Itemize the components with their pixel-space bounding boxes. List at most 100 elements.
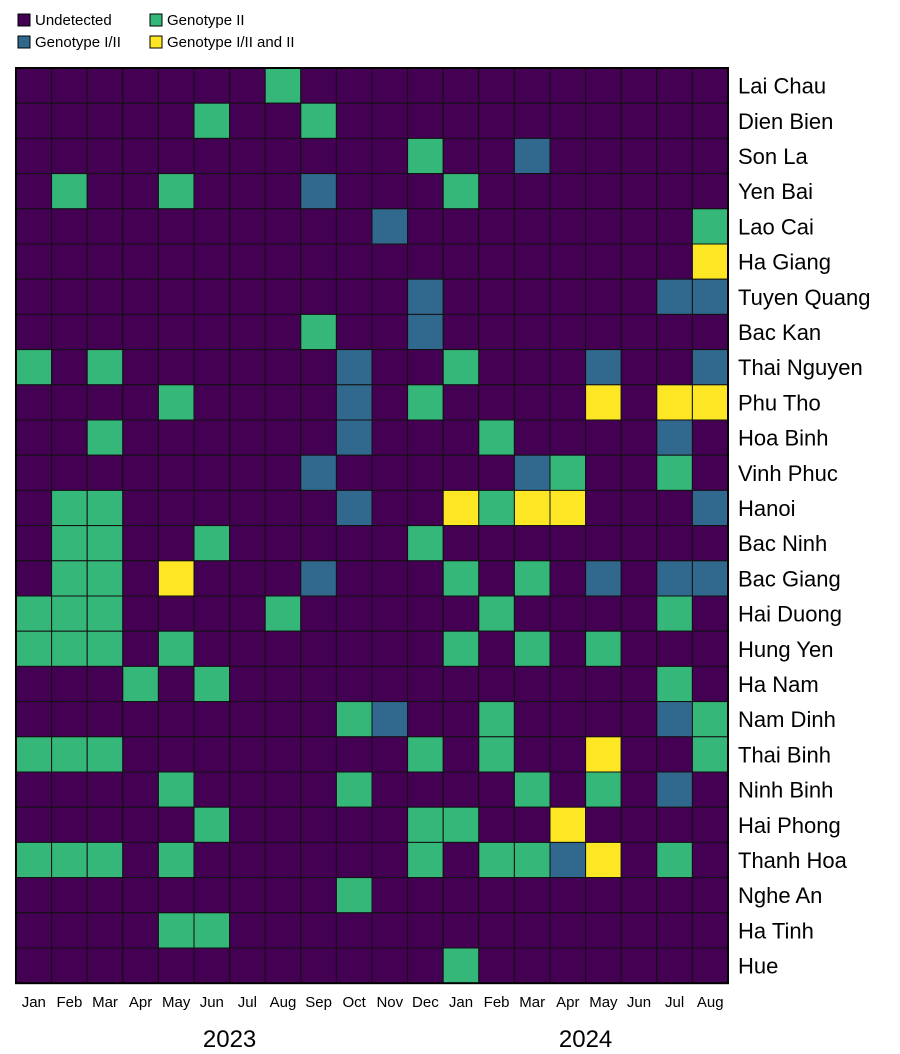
heatmap-cell <box>478 665 515 703</box>
heatmap-cell <box>620 630 658 667</box>
heatmap-cell <box>656 243 693 280</box>
heatmap-cell <box>86 489 124 527</box>
heatmap-cell <box>585 665 622 703</box>
heatmap-cell <box>51 349 88 386</box>
heatmap-cell <box>300 736 337 773</box>
heatmap-cell <box>656 701 693 738</box>
heatmap-cell <box>51 912 88 949</box>
heatmap-cell <box>86 243 124 280</box>
heatmap-cell <box>407 525 444 562</box>
heatmap-cell <box>442 736 480 773</box>
heatmap-cell <box>442 560 480 597</box>
legend-label: Genotype I/II and II <box>167 34 295 51</box>
heatmap-cell <box>478 771 515 808</box>
heatmap-cell <box>157 665 195 703</box>
heatmap-cell <box>86 947 124 984</box>
heatmap-cell <box>122 771 159 808</box>
heatmap-cell <box>157 947 195 984</box>
month-label: Apr <box>556 994 579 1011</box>
heatmap-cell <box>371 630 409 667</box>
heatmap-cell <box>193 208 231 245</box>
province-label: Son La <box>738 144 808 169</box>
heatmap-cell <box>229 595 266 632</box>
heatmap-cell <box>15 419 53 456</box>
heatmap-cell <box>656 560 693 597</box>
heatmap-cell <box>15 701 53 738</box>
heatmap-cell <box>15 806 53 843</box>
heatmap-cell <box>656 313 693 351</box>
heatmap-cell <box>86 313 124 351</box>
heatmap-cell <box>585 525 622 562</box>
heatmap-cell <box>585 243 622 280</box>
province-label: Tuyen Quang <box>738 285 871 310</box>
heatmap-cell <box>229 313 266 351</box>
heatmap-cell <box>300 278 337 315</box>
heatmap-cell <box>86 841 124 879</box>
heatmap-cell <box>264 912 302 949</box>
heatmap-cell <box>193 489 231 527</box>
heatmap-cell <box>86 173 124 210</box>
heatmap-cell <box>51 806 88 843</box>
heatmap-cell <box>513 947 551 984</box>
heatmap-cell <box>585 771 622 808</box>
heatmap-cell <box>478 349 515 386</box>
heatmap-cell <box>51 102 88 139</box>
heatmap-cell <box>513 208 551 245</box>
heatmap-cell <box>51 947 88 984</box>
heatmap-cell <box>407 736 444 773</box>
heatmap-cell <box>122 912 159 949</box>
month-label: Jun <box>200 994 224 1011</box>
heatmap-cell <box>51 384 88 421</box>
heatmap-cell <box>691 806 729 843</box>
heatmap-cell <box>442 806 480 843</box>
heatmap-cell <box>513 137 551 175</box>
heatmap-cell <box>549 877 587 914</box>
heatmap-cell <box>229 489 266 527</box>
heatmap-cell <box>513 278 551 315</box>
heatmap-cell <box>442 912 480 949</box>
heatmap-cell <box>86 912 124 949</box>
heatmap-cell <box>407 173 444 210</box>
province-label: Ninh Binh <box>738 778 833 803</box>
heatmap-cell <box>478 947 515 984</box>
province-label: Thanh Hoa <box>738 848 848 873</box>
heatmap-cell <box>513 173 551 210</box>
heatmap-cell <box>157 736 195 773</box>
heatmap-cell <box>122 313 159 351</box>
heatmap-cell <box>691 630 729 667</box>
heatmap-cell <box>335 841 373 879</box>
year-label: 2024 <box>559 1026 612 1053</box>
heatmap-cell <box>15 137 53 175</box>
heatmap-cell <box>478 912 515 949</box>
heatmap-cell <box>585 419 622 456</box>
heatmap-cell <box>157 595 195 632</box>
heatmap-cell <box>478 278 515 315</box>
heatmap-cell <box>371 877 409 914</box>
heatmap-cell <box>335 313 373 351</box>
heatmap-cell <box>300 208 337 245</box>
heatmap-cell <box>691 313 729 351</box>
heatmap-cell <box>335 278 373 315</box>
heatmap-cell <box>229 877 266 914</box>
heatmap-cell <box>51 665 88 703</box>
heatmap-cell <box>122 665 159 703</box>
heatmap-cell <box>335 67 373 104</box>
heatmap-cell <box>51 67 88 104</box>
month-label: Jun <box>627 994 651 1011</box>
heatmap-cell <box>122 384 159 421</box>
heatmap-cell <box>15 912 53 949</box>
heatmap-cell <box>122 67 159 104</box>
heatmap-cell <box>122 102 159 139</box>
heatmap-cell <box>549 454 587 491</box>
heatmap-cell <box>549 384 587 421</box>
heatmap-cell <box>656 595 693 632</box>
heatmap-cell <box>620 841 658 879</box>
heatmap-cell <box>300 947 337 984</box>
heatmap-cell <box>193 243 231 280</box>
heatmap-cell <box>442 947 480 984</box>
heatmap-cell <box>585 137 622 175</box>
heatmap-cell <box>51 701 88 738</box>
heatmap-cell <box>51 419 88 456</box>
heatmap-cell <box>549 419 587 456</box>
heatmap-cell <box>300 454 337 491</box>
